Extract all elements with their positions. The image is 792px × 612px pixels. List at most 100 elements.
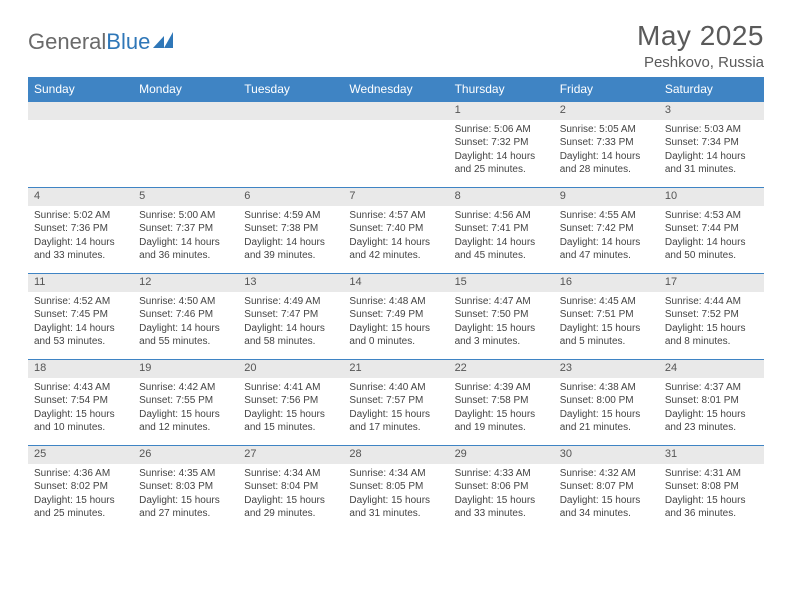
- day-content-row: Sunrise: 4:36 AMSunset: 8:02 PM Daylight:…: [28, 464, 764, 532]
- sunset-line: Sunset: 7:37 PM: [139, 222, 232, 236]
- day-content-cell: Sunrise: 4:38 AMSunset: 8:00 PMDaylight:…: [554, 378, 659, 446]
- sunset-line: Sunset: 8:02 PM: [34, 480, 127, 494]
- sunrise-line: Sunrise: 5:06 AM: [455, 123, 548, 137]
- day-number-cell: 10: [659, 188, 764, 206]
- daylight-line: Daylight: 15 hours and 0 minutes.: [349, 322, 442, 349]
- location-label: Peshkovo, Russia: [637, 54, 764, 71]
- sunrise-line: Sunrise: 5:00 AM: [139, 209, 232, 223]
- weekday-header-row: Sunday Monday Tuesday Wednesday Thursday…: [28, 77, 764, 102]
- sunset-line: Sunset: 7:32 PM: [455, 136, 548, 150]
- day-number-cell: 15: [449, 274, 554, 292]
- sunrise-line: Sunrise: 4:57 AM: [349, 209, 442, 223]
- sunset-line: Sunset: 7:38 PM: [244, 222, 337, 236]
- day-number-cell: 20: [238, 360, 343, 378]
- day-content-row: Sunrise: 5:06 AMSunset: 7:32 PM Daylight:…: [28, 120, 764, 188]
- day-content-cell: Sunrise: 4:45 AMSunset: 7:51 PMDaylight:…: [554, 292, 659, 360]
- day-number-cell: 16: [554, 274, 659, 292]
- day-number-cell: 22: [449, 360, 554, 378]
- daylight-line: Daylight: 15 hours and 36 minutes.: [665, 494, 758, 521]
- daylight-line: Daylight: 15 hours and 29 minutes.: [244, 494, 337, 521]
- day-number-cell: 31: [659, 446, 764, 464]
- day-number-cell: 21: [343, 360, 448, 378]
- day-number-row: 11121314151617: [28, 274, 764, 292]
- daylight-line: Daylight: 14 hours and 42 minutes.: [349, 236, 442, 263]
- calendar-page: GeneralBlue May 2025 Peshkovo, Russia Su…: [0, 0, 792, 542]
- calendar-table: Sunday Monday Tuesday Wednesday Thursday…: [28, 77, 764, 532]
- daylight-line: Daylight: 15 hours and 27 minutes.: [139, 494, 232, 521]
- daylight-line: Daylight: 15 hours and 33 minutes.: [455, 494, 548, 521]
- daylight-line: Daylight: 15 hours and 5 minutes.: [560, 322, 653, 349]
- day-content-cell: Sunrise: 4:59 AMSunset: 7:38 PMDaylight:…: [238, 206, 343, 274]
- day-content-row: Sunrise: 4:43 AMSunset: 7:54 PMDaylight:…: [28, 378, 764, 446]
- day-content-cell: Sunrise: 5:03 AMSunset: 7:34 PMDaylight:…: [659, 120, 764, 188]
- sunset-line: Sunset: 7:56 PM: [244, 394, 337, 408]
- day-number-cell: 17: [659, 274, 764, 292]
- day-number-cell: [133, 102, 238, 120]
- sunset-line: Sunset: 8:00 PM: [560, 394, 653, 408]
- daylight-line: Daylight: 14 hours and 45 minutes.: [455, 236, 548, 263]
- day-content-cell: Sunrise: 4:56 AMSunset: 7:41 PMDaylight:…: [449, 206, 554, 274]
- day-number-cell: [28, 102, 133, 120]
- day-content-cell: [133, 120, 238, 188]
- day-number-cell: 3: [659, 102, 764, 120]
- day-number-cell: 7: [343, 188, 448, 206]
- calendar-body: 123Sunrise: 5:06 AMSunset: 7:32 PMDaylig…: [28, 102, 764, 532]
- sunrise-line: Sunrise: 4:34 AM: [244, 467, 337, 481]
- day-content-cell: [343, 120, 448, 188]
- sunrise-line: Sunrise: 4:41 AM: [244, 381, 337, 395]
- daylight-line: Daylight: 14 hours and 33 minutes.: [34, 236, 127, 263]
- sunset-line: Sunset: 8:07 PM: [560, 480, 653, 494]
- daylight-line: Daylight: 14 hours and 31 minutes.: [665, 150, 758, 177]
- day-content-row: Sunrise: 5:02 AMSunset: 7:36 PMDaylight:…: [28, 206, 764, 274]
- day-number-cell: 25: [28, 446, 133, 464]
- sunrise-line: Sunrise: 5:05 AM: [560, 123, 653, 137]
- day-number-cell: 9: [554, 188, 659, 206]
- day-number-cell: 29: [449, 446, 554, 464]
- sunset-line: Sunset: 7:41 PM: [455, 222, 548, 236]
- sunrise-line: Sunrise: 4:34 AM: [349, 467, 442, 481]
- daylight-line: Daylight: 14 hours and 58 minutes.: [244, 322, 337, 349]
- sunset-line: Sunset: 8:01 PM: [665, 394, 758, 408]
- day-number-cell: 2: [554, 102, 659, 120]
- sunset-line: Sunset: 7:36 PM: [34, 222, 127, 236]
- daylight-line: Daylight: 14 hours and 39 minutes.: [244, 236, 337, 263]
- sunrise-line: Sunrise: 4:48 AM: [349, 295, 442, 309]
- weekday-header: Saturday: [659, 77, 764, 102]
- weekday-header: Thursday: [449, 77, 554, 102]
- sunrise-line: Sunrise: 4:47 AM: [455, 295, 548, 309]
- sunset-line: Sunset: 7:33 PM: [560, 136, 653, 150]
- day-number-cell: 18: [28, 360, 133, 378]
- sunrise-line: Sunrise: 4:37 AM: [665, 381, 758, 395]
- sunset-line: Sunset: 7:45 PM: [34, 308, 127, 322]
- daylight-line: Daylight: 15 hours and 17 minutes.: [349, 408, 442, 435]
- day-content-cell: Sunrise: 4:47 AMSunset: 7:50 PMDaylight:…: [449, 292, 554, 360]
- day-number-cell: 19: [133, 360, 238, 378]
- day-number-cell: 26: [133, 446, 238, 464]
- sunrise-line: Sunrise: 4:59 AM: [244, 209, 337, 223]
- sunset-line: Sunset: 7:52 PM: [665, 308, 758, 322]
- sunset-line: Sunset: 8:05 PM: [349, 480, 442, 494]
- day-content-cell: Sunrise: 4:48 AMSunset: 7:49 PMDaylight:…: [343, 292, 448, 360]
- day-content-cell: Sunrise: 4:42 AMSunset: 7:55 PMDaylight:…: [133, 378, 238, 446]
- daylight-line: Daylight: 15 hours and 34 minutes.: [560, 494, 653, 521]
- day-content-cell: Sunrise: 4:41 AMSunset: 7:56 PMDaylight:…: [238, 378, 343, 446]
- sunrise-line: Sunrise: 4:56 AM: [455, 209, 548, 223]
- sunrise-line: Sunrise: 4:36 AM: [34, 467, 127, 481]
- sunrise-line: Sunrise: 4:55 AM: [560, 209, 653, 223]
- day-content-cell: Sunrise: 4:36 AMSunset: 8:02 PMDaylight:…: [28, 464, 133, 532]
- daylight-line: Daylight: 14 hours and 47 minutes.: [560, 236, 653, 263]
- sunset-line: Sunset: 8:08 PM: [665, 480, 758, 494]
- day-number-cell: 27: [238, 446, 343, 464]
- daylight-line: Daylight: 15 hours and 12 minutes.: [139, 408, 232, 435]
- day-content-cell: Sunrise: 4:53 AMSunset: 7:44 PMDaylight:…: [659, 206, 764, 274]
- sunrise-line: Sunrise: 4:38 AM: [560, 381, 653, 395]
- day-content-cell: Sunrise: 4:55 AMSunset: 7:42 PMDaylight:…: [554, 206, 659, 274]
- brand-mark-icon: [153, 28, 175, 54]
- sunrise-line: Sunrise: 4:40 AM: [349, 381, 442, 395]
- weekday-header: Wednesday: [343, 77, 448, 102]
- sunset-line: Sunset: 8:03 PM: [139, 480, 232, 494]
- sunrise-line: Sunrise: 4:35 AM: [139, 467, 232, 481]
- day-content-cell: Sunrise: 4:32 AMSunset: 8:07 PMDaylight:…: [554, 464, 659, 532]
- day-number-row: 45678910: [28, 188, 764, 206]
- day-content-cell: Sunrise: 5:00 AMSunset: 7:37 PMDaylight:…: [133, 206, 238, 274]
